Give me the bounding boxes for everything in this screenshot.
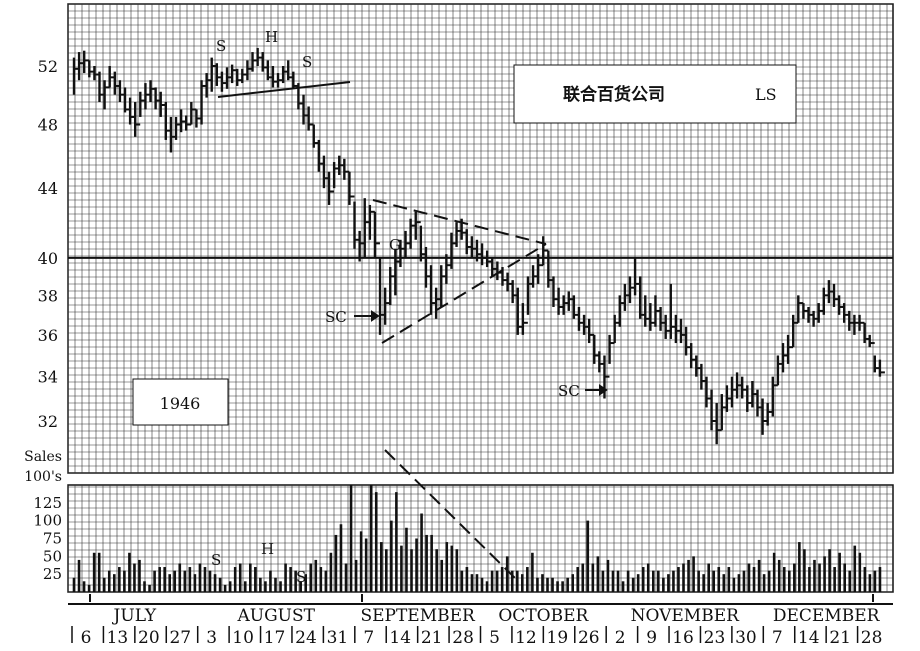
volume-tick-label: 75	[43, 530, 62, 548]
week-label: 30	[735, 628, 757, 648]
week-label: 28	[861, 628, 883, 648]
week-label: 9	[646, 628, 657, 648]
triangle-lower-line	[381, 243, 547, 344]
week-label: 12	[515, 628, 537, 648]
price-bar	[348, 171, 355, 205]
price-tick-label: 40	[38, 249, 58, 268]
week-label: 7	[363, 628, 374, 648]
annotation-head: H	[265, 28, 278, 46]
volume-axis-label: Sales	[24, 449, 62, 465]
price-bar	[134, 102, 141, 137]
price-bar	[868, 334, 875, 348]
week-label: 26	[578, 628, 600, 648]
year-box	[132, 378, 229, 426]
annotation-shoulder: S	[302, 53, 312, 71]
annotation-volume-head: H	[261, 540, 274, 558]
month-label: NOVEMBER	[631, 606, 741, 626]
price-tick-label: 34	[38, 368, 58, 387]
week-label: 21	[421, 628, 443, 648]
price-tick-label: 48	[38, 116, 58, 135]
week-label: 3	[206, 628, 217, 648]
month-label: SEPTEMBER	[360, 606, 476, 626]
week-label: 19	[547, 628, 569, 648]
annotation-shoulder: S	[216, 37, 226, 55]
week-label: 7	[772, 628, 783, 648]
price-bar	[521, 303, 528, 335]
neckline	[217, 81, 351, 98]
trend-lines	[217, 81, 608, 579]
week-label: 27	[169, 628, 191, 648]
annotation-volume-shoulder: S	[211, 551, 221, 569]
annotation-gap: G	[389, 236, 401, 254]
week-label: 14	[798, 628, 820, 648]
triangle-upper-line	[372, 199, 547, 245]
week-label: 5	[489, 628, 500, 648]
price-tick-label: 52	[38, 57, 58, 76]
volume-tick-label: 125	[33, 494, 62, 512]
price-tick-label: 36	[38, 326, 58, 345]
price-tick-label: 44	[38, 179, 58, 198]
month-label: JULY	[112, 606, 157, 626]
volume-tick-label: 100	[33, 512, 62, 530]
month-label: OCTOBER	[498, 606, 589, 626]
price-tick-label: 32	[38, 412, 58, 431]
volume-tick-label: 50	[43, 547, 62, 565]
annotation-selling-climax: SC	[558, 382, 580, 400]
year-label: 1946	[160, 394, 201, 413]
sc-arrowhead	[371, 310, 380, 322]
time-axis: 6 13 20 27 3 10 17 24 31 7 14 21 28 5 12 19 26 2 9 16 23 30 7 1…	[68, 594, 893, 648]
annotation-selling-climax: SC	[325, 308, 347, 326]
annotations: S H S G SC SC S H S	[211, 28, 580, 586]
price-bars	[72, 47, 885, 445]
week-label: 6	[81, 628, 92, 648]
week-label: 23	[704, 628, 726, 648]
sc-arrowhead	[599, 384, 608, 396]
volume-axis-label: 100's	[24, 469, 62, 485]
price-bar	[373, 211, 380, 258]
month-label: AUGUST	[237, 606, 316, 626]
chart-title: 联合百货公司	[563, 84, 665, 105]
month-label: DECEMBER	[773, 606, 881, 626]
week-label: 31	[327, 628, 349, 648]
price-bar	[878, 359, 885, 377]
annotation-volume-shoulder: S	[296, 568, 306, 586]
price-bar	[414, 211, 421, 240]
price-axis: 32 34 36 38 40 44 48 52	[38, 57, 58, 431]
week-label: 21	[829, 628, 851, 648]
week-label: 20	[138, 628, 160, 648]
week-label: 2	[615, 628, 626, 648]
volume-bars	[72, 485, 882, 592]
price-grid	[67, 3, 894, 474]
title-box	[513, 64, 797, 124]
price-bar	[327, 171, 335, 205]
week-label: 14	[389, 628, 411, 648]
ticker-symbol: LS	[755, 85, 777, 104]
week-label: 28	[452, 628, 474, 648]
week-label: 13	[107, 628, 129, 648]
price-tick-label: 38	[38, 286, 58, 305]
volume-trend-line	[384, 449, 516, 579]
week-label: 16	[672, 628, 694, 648]
week-label: 17	[264, 628, 286, 648]
week-label: 10	[232, 628, 254, 648]
volume-tick-label: 25	[43, 565, 62, 583]
week-label: 24	[295, 628, 317, 648]
